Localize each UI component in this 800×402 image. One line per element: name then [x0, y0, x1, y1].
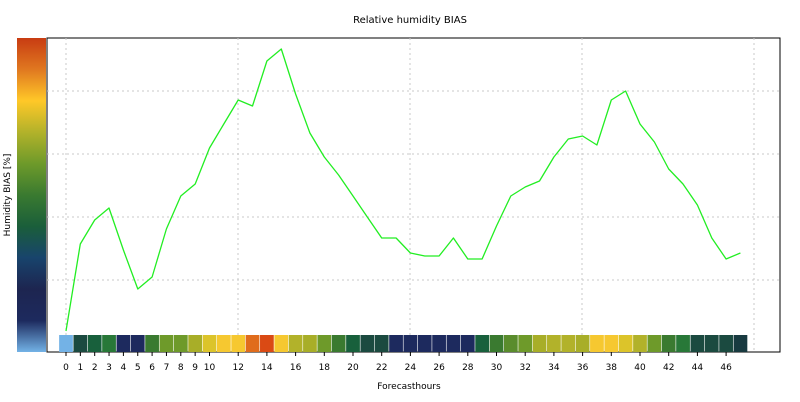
- hour-strip-cell: [618, 335, 633, 352]
- hour-strip-cell: [159, 335, 174, 352]
- x-tick-label: 26: [433, 363, 445, 373]
- grid: [47, 38, 780, 352]
- x-tick-label: 14: [261, 363, 273, 373]
- hour-strip-cell: [389, 335, 403, 352]
- hour-strip-cell: [288, 335, 303, 352]
- x-tick-label: 36: [577, 363, 589, 373]
- x-tick-label: 42: [663, 363, 674, 373]
- hour-strip-cell: [303, 335, 317, 352]
- hour-strip-cell: [374, 335, 389, 352]
- x-tick-label: 7: [164, 363, 170, 373]
- y-axis-label: Humidity BIAS [%]: [3, 154, 13, 237]
- hour-strip-cell: [719, 335, 733, 352]
- x-tick-label: 12: [232, 363, 243, 373]
- hour-strip-cell: [561, 335, 576, 352]
- hour-strip-cell: [446, 335, 461, 352]
- hour-strip-cell: [647, 335, 662, 352]
- hour-strip-cell: [733, 335, 748, 352]
- hour-strip-cell: [676, 335, 690, 352]
- hour-strip-cell: [360, 335, 375, 352]
- hour-strip-cell: [87, 335, 102, 352]
- x-tick-label: 34: [548, 363, 560, 373]
- hour-strip-cell: [260, 335, 274, 352]
- hour-strip-cell: [518, 335, 533, 352]
- hour-strip-cell: [317, 335, 332, 352]
- chart-title: Relative humidity BIAS: [353, 15, 467, 26]
- x-tick-label: 3: [106, 363, 112, 373]
- hour-strip-cell: [503, 335, 518, 352]
- hour-strip-cell: [590, 335, 604, 352]
- x-tick-label: 44: [692, 363, 704, 373]
- x-tick-label: 18: [319, 363, 331, 373]
- x-tick-label: 24: [405, 363, 417, 373]
- hour-strip-cell: [532, 335, 547, 352]
- hour-strip-cell: [116, 335, 131, 352]
- hour-strip-cell: [704, 335, 719, 352]
- x-tick-label: 8: [178, 363, 184, 373]
- hour-strip-cell: [432, 335, 446, 352]
- hour-strip-cell: [475, 335, 490, 352]
- colorbar: [17, 38, 46, 352]
- hour-strip-cell: [173, 335, 188, 352]
- hour-strip-cell: [460, 335, 475, 352]
- hour-strip-cell: [547, 335, 561, 352]
- x-tick-label: 10: [204, 363, 216, 373]
- x-tick-label: 0: [63, 363, 69, 373]
- hour-strip-cell: [59, 335, 73, 352]
- hour-strip-cell: [575, 335, 590, 352]
- hour-strip-cell: [130, 335, 145, 352]
- x-tick-label: 4: [121, 363, 127, 373]
- hour-strip-cell: [661, 335, 676, 352]
- hour-strip-cell: [216, 335, 231, 352]
- hour-strip-cell: [604, 335, 619, 352]
- x-tick-label: 32: [519, 363, 530, 373]
- hour-strip-cell: [202, 335, 217, 352]
- hour-strip-cell: [633, 335, 647, 352]
- colorbar-gradient: [17, 38, 46, 352]
- hour-strip-cell: [231, 335, 246, 352]
- x-tick-label: 38: [606, 363, 618, 373]
- x-tick-label: 1: [77, 363, 83, 373]
- series-layer: [65, 48, 741, 332]
- x-tick-label: 40: [634, 363, 646, 373]
- plot-frame: [46, 37, 781, 353]
- hour-strip-cell: [102, 335, 116, 352]
- series-line: [65, 48, 741, 332]
- hour-strip-cell: [73, 335, 88, 352]
- x-tick-label: 6: [149, 363, 155, 373]
- hour-strip-cell: [489, 335, 504, 352]
- hour-strip-cell: [403, 335, 418, 352]
- hour-strip-cell: [145, 335, 159, 352]
- hour-strip-cell: [188, 335, 203, 352]
- hour-strip-cell: [417, 335, 432, 352]
- hour-strip-cell: [690, 335, 705, 352]
- x-tick-label: 2: [92, 363, 98, 373]
- x-tick-label: 22: [376, 363, 387, 373]
- x-tick-label: 46: [720, 363, 732, 373]
- hour-strip-cell: [346, 335, 360, 352]
- x-axis-ticks: 0 1 2 3 4 5 6 7 8 9 10 12 14 16 18 20 22 24 26 28 30 32 34 36 38…: [63, 352, 732, 373]
- hour-strip-cell: [274, 335, 289, 352]
- x-tick-label: 9: [192, 363, 198, 373]
- hour-strip-cell: [331, 335, 346, 352]
- hour-color-strip: [59, 335, 748, 352]
- x-tick-label: 5: [135, 363, 141, 373]
- x-tick-label: 16: [290, 363, 302, 373]
- x-tick-label: 30: [491, 363, 503, 373]
- x-tick-label: 20: [347, 363, 359, 373]
- hour-strip-cell: [245, 335, 260, 352]
- x-axis-label: Forecasthours: [377, 382, 441, 392]
- x-tick-label: 28: [462, 363, 474, 373]
